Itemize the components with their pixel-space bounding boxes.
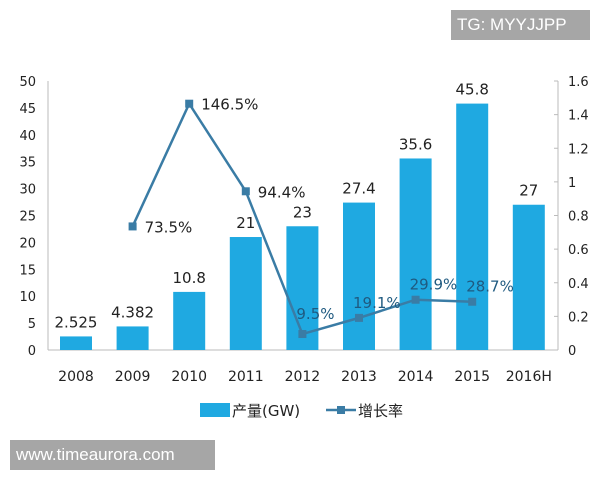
x-tick-label: 2011 — [228, 369, 264, 385]
bar-data-label: 27.4 — [342, 180, 375, 198]
growth-marker — [298, 330, 307, 339]
y-left-tick-label: 5 — [28, 317, 36, 332]
y-right-tick-label: 0.4 — [568, 277, 589, 292]
growth-marker — [185, 99, 194, 108]
x-tick-label: 2015 — [454, 369, 490, 385]
growth-line: 73.5% 146.5% 94.4% 9.5% 19.1% 29.9% 28.7% — [128, 96, 514, 339]
bar-data-label: 35.6 — [399, 135, 432, 153]
bar — [399, 158, 432, 350]
growth-marker — [241, 187, 250, 196]
y-left-tick-label: 50 — [19, 75, 36, 90]
bar-data-label: 21 — [236, 214, 255, 232]
growth-data-label: 146.5% — [201, 96, 258, 114]
bar-data-label: 4.382 — [111, 303, 154, 321]
bar-data-label: 2.525 — [55, 313, 98, 331]
growth-data-label: 73.5% — [145, 218, 193, 236]
y-right-tick-label: 1.4 — [568, 109, 589, 124]
x-tick-label: 2009 — [115, 369, 151, 385]
bar — [60, 336, 92, 350]
growth-data-label: 19.1% — [353, 294, 401, 312]
bar-data-label: 10.8 — [172, 269, 205, 287]
growth-data-label: 29.9% — [410, 276, 458, 294]
bar — [286, 226, 319, 350]
bar-data-label: 23 — [293, 203, 312, 221]
bar — [456, 103, 489, 350]
y-right-tick-label: 1.6 — [568, 75, 589, 90]
x-tick-label: 2012 — [285, 369, 321, 385]
y-right-tick-label: 0.2 — [568, 310, 589, 325]
x-tick-label: 2013 — [341, 369, 377, 385]
bar — [512, 204, 545, 350]
bars: 2.525 4.382 10.8 21 23 27.4 35.6 45.8 27 — [55, 81, 545, 350]
growth-marker — [128, 222, 137, 231]
y-left-tick-label: 20 — [19, 236, 36, 251]
y-right-tick-label: 0.6 — [568, 243, 589, 258]
y-right-tick-label: 0 — [568, 344, 576, 359]
y-right-tick-label: 1 — [568, 176, 576, 191]
growth-marker — [468, 297, 477, 306]
y-right-tick-label: 1.2 — [568, 142, 589, 157]
growth-data-label: 28.7% — [466, 278, 514, 296]
y-left-tick-label: 45 — [19, 102, 36, 117]
y-left-tick-label: 25 — [19, 210, 36, 225]
watermark-bottom: www.timeaurora.com — [10, 440, 215, 470]
legend-swatch-bar — [200, 403, 230, 417]
bar — [343, 202, 375, 350]
bar — [229, 237, 262, 350]
y-left-tick-label: 10 — [19, 290, 36, 305]
x-tick-label: 2010 — [171, 369, 207, 385]
legend-marker — [337, 406, 345, 414]
bar-data-label: 27 — [519, 182, 538, 200]
x-tick-label: 2008 — [58, 369, 94, 385]
x-tick-label: 2016H — [506, 369, 552, 385]
axes: 0 5 10 15 20 25 30 35 40 45 50 0 0.2 0.4 0.6 0.8 1 1.2 1.4… — [19, 75, 588, 385]
legend-label-bar: 产量(GW) — [232, 402, 300, 420]
y-left-tick-label: 40 — [19, 129, 36, 144]
growth-marker — [355, 313, 363, 322]
y-left-tick-label: 30 — [19, 183, 36, 198]
legend: 产量(GW) 增长率 — [200, 402, 403, 420]
bar-data-label: 45.8 — [455, 81, 488, 99]
bar — [173, 291, 206, 350]
growth-data-label: 9.5% — [296, 305, 334, 323]
legend-label-line: 增长率 — [358, 402, 403, 420]
bar — [116, 326, 149, 350]
growth-marker — [411, 295, 420, 304]
y-left-tick-label: 15 — [19, 263, 36, 278]
x-tick-label: 2014 — [398, 369, 434, 385]
watermark-top: TG: MYYJJPP — [451, 10, 590, 40]
y-right-tick-label: 0.8 — [568, 210, 589, 225]
growth-data-label: 94.4% — [258, 183, 306, 201]
y-left-tick-label: 0 — [28, 344, 36, 359]
y-left-tick-label: 35 — [19, 156, 36, 171]
